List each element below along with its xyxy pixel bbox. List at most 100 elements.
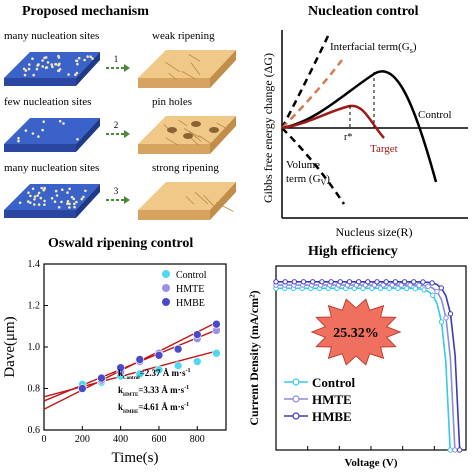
jv-marker (456, 447, 463, 453)
jv-marker (421, 287, 427, 293)
nucleus-dot (24, 129, 28, 132)
interfacial-term-curve (280, 35, 330, 129)
ostwald-title: Oswald ripening control (48, 236, 194, 251)
legend-label: Control (312, 375, 355, 390)
jv-marker (412, 285, 419, 292)
nucleus-dot (61, 188, 64, 191)
jv-marker (273, 279, 279, 285)
grain-boundary (198, 135, 216, 147)
nucleation-sites-label: many nucleation sites (4, 30, 100, 42)
legend-label: HMTE (176, 284, 204, 295)
grain-boundary (188, 131, 202, 142)
volume-term-curve (281, 127, 346, 205)
nucleus-dot (62, 122, 65, 125)
volume-label-2: term (GV) (286, 173, 330, 187)
nucleation-sites-label: many nucleation sites (4, 162, 100, 174)
nucleus-dot (68, 202, 71, 206)
nucleus-dot (37, 191, 41, 195)
nucleus-dot (57, 54, 60, 58)
jv-marker (328, 279, 334, 285)
nucleus-dot (41, 59, 44, 62)
jv-marker (365, 279, 371, 285)
efficiency-chart: Voltage (V) Current Density (mA/cm²) 25.32… (247, 265, 467, 469)
target-label: Target (370, 143, 398, 155)
grain-boundary (181, 71, 196, 80)
nucleus-dot (28, 63, 31, 66)
grain-boundary (164, 61, 181, 73)
nucleus-dot (31, 57, 34, 60)
film-edge (210, 182, 236, 220)
nucleus-dot (26, 200, 30, 203)
jv-marker (377, 285, 384, 292)
legend-marker (292, 395, 300, 403)
nucleus-dot (58, 62, 61, 66)
film-side (138, 210, 210, 220)
data-point (78, 384, 87, 393)
y-tick-label: 1.4 (28, 259, 41, 270)
nucleus-dot (58, 119, 62, 123)
y-tick-label: 1.0 (28, 342, 41, 353)
data-point (97, 373, 106, 383)
nucleus-dot (42, 189, 45, 192)
x-tick-label: 200 (75, 434, 90, 445)
nucleus-dot (17, 139, 20, 143)
jv-marker (374, 279, 380, 285)
nucleus-dot (36, 194, 39, 197)
legend-label: Control (176, 270, 207, 281)
jv-marker (383, 279, 389, 285)
target-curve (281, 104, 385, 139)
substrate-edge (76, 118, 100, 152)
nucleus-dot (86, 55, 89, 58)
volume-label-1: Volume (286, 159, 320, 171)
jv-marker (282, 279, 288, 285)
fit-line (43, 320, 219, 410)
nucleus-dot (82, 195, 85, 199)
nucleus-dot (73, 202, 76, 206)
pin-hole (167, 127, 177, 133)
nucleus-dot (75, 200, 78, 204)
grain-boundary (190, 62, 201, 75)
step-arrow-head (124, 196, 130, 204)
nucleus-dot (22, 67, 26, 71)
jv-marker (291, 279, 298, 285)
pin-hole (191, 121, 201, 127)
legend-marker (292, 378, 300, 386)
mechanism-step-illustration: 3 (4, 182, 236, 220)
mechanism-step-illustration: 1 (4, 50, 236, 88)
nucleus-dot (55, 194, 59, 197)
legend-label: HMBE (312, 409, 352, 424)
nucleus-dot (66, 202, 69, 205)
grain-boundary (185, 196, 195, 205)
nucleus-dot (75, 59, 78, 62)
nucleus-dot (57, 69, 60, 72)
nucleus-dot (33, 198, 36, 201)
mechanism-title: Proposed mechanism (22, 4, 149, 19)
nucleus-dot (23, 73, 27, 77)
interfacial-label: Interfacial term(Gs) (330, 41, 417, 55)
grain-boundary (188, 54, 201, 62)
step-number: 1 (114, 54, 119, 64)
film-side (138, 78, 210, 88)
jv-marker (447, 447, 453, 453)
jv-marker (355, 279, 362, 285)
nucleus-dot (31, 132, 35, 135)
nucleus-dot (37, 135, 40, 138)
nucleus-dot (53, 200, 57, 203)
nucleus-dot (24, 69, 28, 72)
nucleation-diagram: Gibbs free energy change (ΔG) Interfacia… (261, 30, 468, 239)
nucleus-dot (83, 58, 86, 62)
nucleus-dot (89, 55, 92, 58)
jv-marker (380, 282, 387, 288)
jv-marker (403, 285, 410, 292)
jv-marker (411, 279, 417, 285)
x-tick-label: 400 (113, 434, 128, 445)
nucleus-dot (43, 186, 46, 190)
jv-marker (430, 292, 436, 299)
data-point (212, 348, 221, 358)
efficiency-title: High efficiency (308, 244, 398, 259)
ripening-result-label: strong ripening (152, 162, 219, 174)
nucleus-dot (76, 138, 79, 141)
jv-marker (452, 447, 458, 453)
x-tick-label: 0 (42, 434, 47, 445)
nucleus-dot (29, 194, 32, 198)
